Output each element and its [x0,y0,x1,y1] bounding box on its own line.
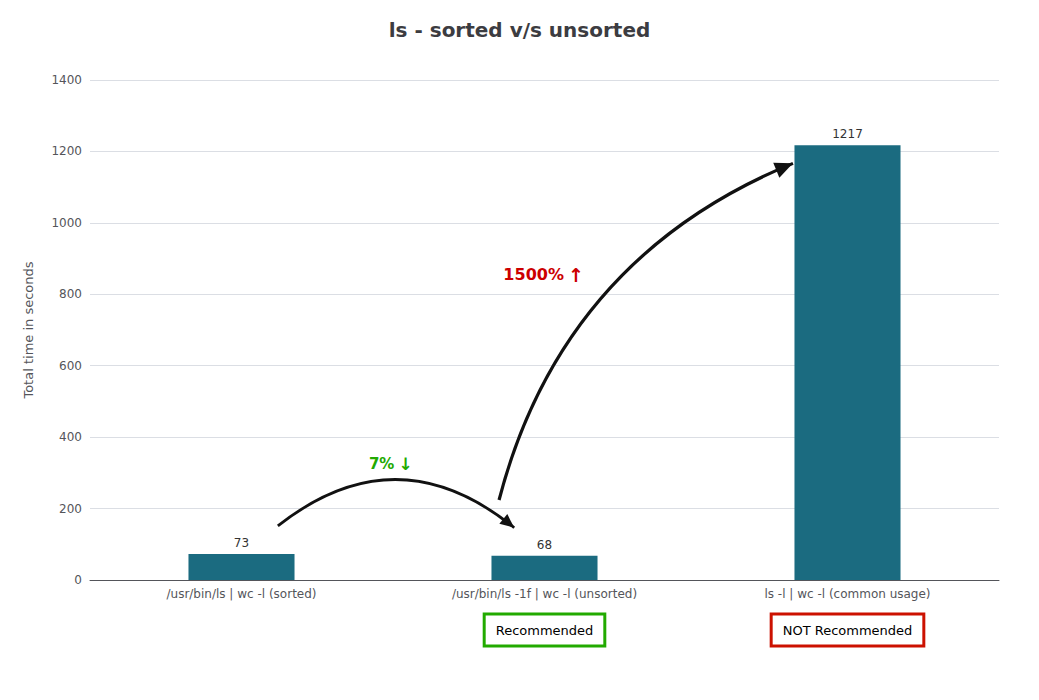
svg-text:68: 68 [537,538,552,552]
svg-text:0: 0 [74,573,82,587]
svg-text:ls - sorted v/s unsorted: ls - sorted v/s unsorted [389,18,651,42]
svg-text:200: 200 [59,502,82,516]
svg-text:/usr/bin/ls | wc -l (sorted): /usr/bin/ls | wc -l (sorted) [166,587,316,601]
svg-text:73: 73 [234,536,249,550]
svg-text:7%: 7% [369,455,394,473]
svg-text:↑: ↑ [568,264,584,286]
svg-text:1200: 1200 [51,144,82,158]
svg-text:ls -l | wc -l (common usage): ls -l | wc -l (common usage) [764,587,930,601]
svg-text:Total time in seconds: Total time in seconds [21,261,36,399]
svg-text:1500%: 1500% [503,265,564,284]
svg-text:Recommended: Recommended [496,623,594,638]
svg-text:1217: 1217 [832,127,863,141]
svg-text:800: 800 [59,287,82,301]
svg-text:1000: 1000 [51,216,82,230]
svg-text:400: 400 [59,430,82,444]
svg-text:NOT Recommended: NOT Recommended [783,623,913,638]
svg-text:600: 600 [59,359,82,373]
svg-text:↓: ↓ [398,454,412,474]
svg-text:1400: 1400 [51,73,82,87]
svg-text:/usr/bin/ls -1f | wc -l (unsor: /usr/bin/ls -1f | wc -l (unsorted) [452,587,637,601]
